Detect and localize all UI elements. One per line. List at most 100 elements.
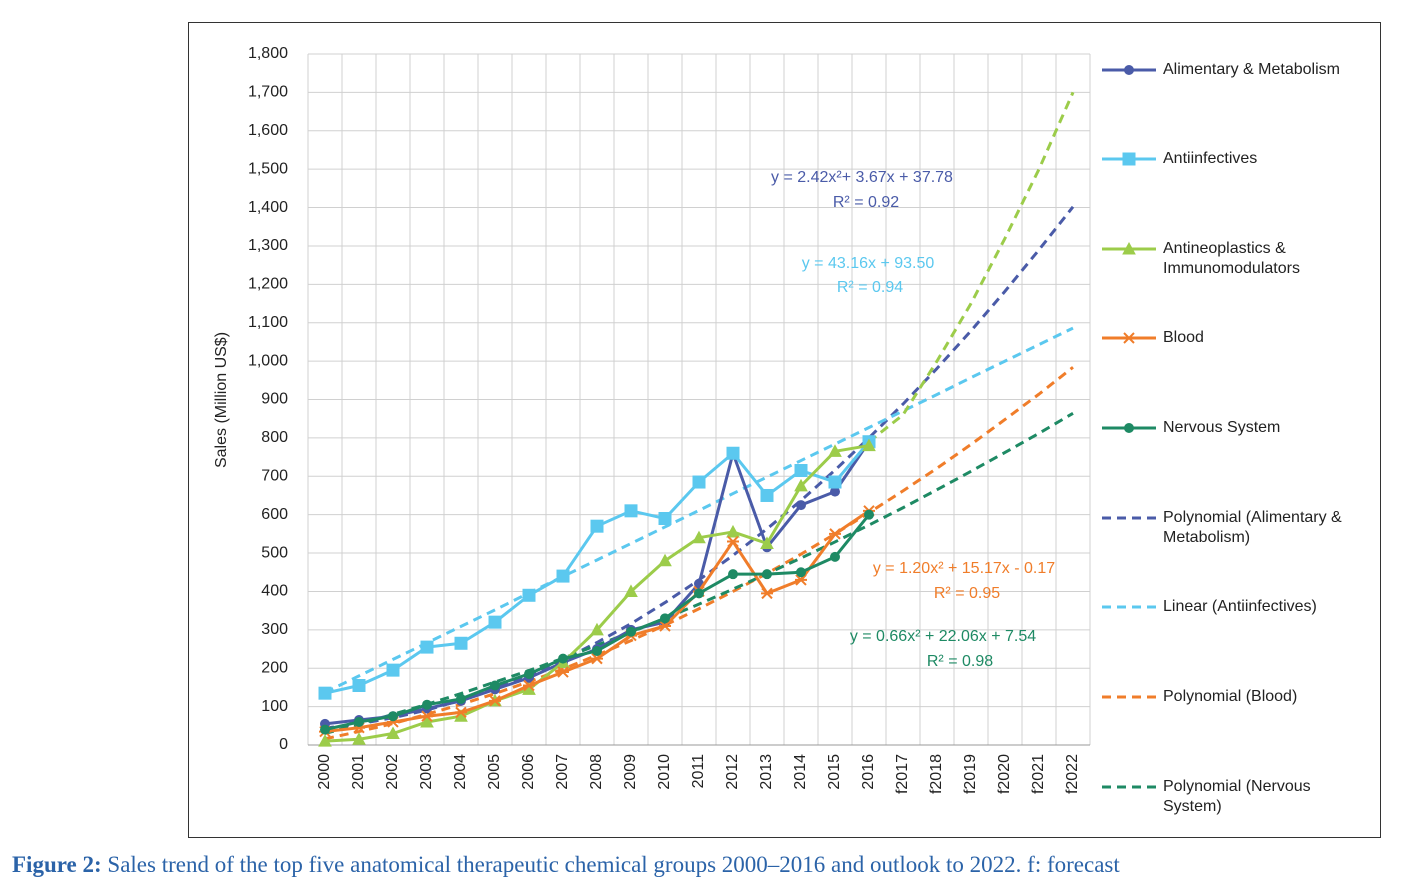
x-tick-label: 2009 [622, 754, 639, 790]
y-tick-label: 0 [279, 736, 288, 753]
y-tick-label: 1,500 [248, 160, 288, 177]
trend-line [324, 326, 1074, 694]
chart: Sales (Million US$) 0 100 200 300 400 500 600 7… [188, 22, 1381, 838]
marker [489, 695, 501, 707]
marker [386, 663, 400, 677]
legend-label: Alimentary & Metabolism [1163, 61, 1340, 78]
marker [726, 446, 740, 460]
trend-line [324, 366, 1074, 741]
x-tick-label: 2006 [520, 754, 537, 790]
legend-swatch [1102, 785, 1156, 789]
legend-marker [1122, 152, 1136, 166]
annotation: y = 1.20x² + 15.17x - 0.17 [873, 560, 1055, 577]
y-tick-label: 1,700 [248, 84, 288, 101]
series-line [324, 509, 870, 734]
legend-label: Antineoplastics & Immunomodulators [1163, 240, 1300, 277]
legend-swatch [1102, 423, 1156, 433]
legend-swatch [1102, 516, 1156, 520]
marker [828, 444, 842, 457]
marker [386, 726, 400, 739]
x-tick-label: f2021 [1030, 754, 1047, 794]
legend-item: Polynomial (Blood) [1100, 687, 1363, 707]
x-tick-label: f2020 [996, 754, 1013, 794]
marker [624, 504, 638, 518]
marker [557, 666, 569, 678]
y-tick-label: 900 [261, 391, 288, 408]
x-tick-label: 2016 [860, 754, 877, 790]
annotation: y = 43.16x + 93.50 [802, 255, 935, 272]
x-tick-label: 2012 [724, 754, 741, 790]
marker [590, 519, 604, 533]
chart-border [188, 22, 1381, 838]
x-tick-label: 2000 [316, 754, 333, 790]
annotation: y = 0.66x² + 22.06x + 7.54 [850, 628, 1036, 645]
marker [760, 536, 774, 549]
legend-label: Antiinfectives [1163, 150, 1258, 167]
marker [522, 588, 536, 602]
legend-swatch [1102, 65, 1156, 75]
marker [728, 569, 738, 580]
marker [352, 732, 366, 745]
legend-item: Polynomial (Alimentary & Metabolism) [1100, 508, 1363, 548]
marker [795, 574, 807, 586]
legend-label: Nervous System [1163, 419, 1281, 436]
marker [354, 716, 364, 727]
legend-swatch [1102, 332, 1156, 344]
marker [796, 567, 806, 578]
annotation: y = 2.42x²+ 3.67x + 37.78 [771, 169, 953, 186]
marker [590, 622, 604, 636]
marker [694, 588, 704, 599]
marker [388, 711, 398, 722]
x-tick-label: f2022 [1064, 754, 1081, 794]
y-axis-label: Sales (Million US$) [213, 332, 230, 468]
marker [692, 530, 706, 544]
marker [456, 693, 466, 704]
marker [421, 710, 433, 722]
legend-swatch [1102, 695, 1156, 699]
annotation: R² = 0.92 [833, 194, 899, 211]
marker [488, 615, 502, 629]
legend-label: Polynomial (Alimentary & Metabolism) [1163, 509, 1342, 546]
caption-label: Figure 2: [12, 852, 102, 877]
marker [420, 714, 434, 728]
legend-swatch [1102, 152, 1156, 166]
annotation: R² = 0.98 [927, 653, 993, 670]
y-tick-label: 1,000 [248, 352, 288, 369]
x-tick-label: 2010 [656, 754, 673, 790]
marker [524, 668, 534, 679]
legend-item: Nervous System [1100, 418, 1363, 438]
legend-item: Blood [1100, 328, 1363, 348]
y-tick-label: 800 [261, 429, 288, 446]
marker [828, 475, 842, 489]
legend-label: Polynomial (Nervous System) [1163, 778, 1311, 815]
marker [658, 553, 672, 567]
caption-text: Sales trend of the top five anatomical t… [107, 852, 1120, 877]
marker [658, 512, 672, 526]
marker [829, 528, 841, 540]
marker [794, 464, 808, 478]
annotation: R² = 0.95 [934, 585, 1000, 602]
legend-item: Antineoplastics & Immunomodulators [1100, 239, 1363, 279]
x-tick-label: f2018 [928, 754, 945, 794]
legend-marker [1123, 332, 1135, 344]
marker [796, 500, 806, 511]
y-tick-label: 300 [261, 621, 288, 638]
y-tick-label: 400 [261, 583, 288, 600]
legend-swatch [1102, 241, 1156, 255]
marker [420, 640, 434, 654]
y-tick-label: 600 [261, 506, 288, 523]
marker [591, 652, 603, 665]
x-tick-label: 2015 [826, 754, 843, 790]
y-tick-label: 100 [261, 698, 288, 715]
x-tick-label: 2001 [350, 754, 367, 790]
x-tick-label: 2008 [588, 754, 605, 790]
y-tick-label: 200 [261, 659, 288, 676]
marker [592, 645, 602, 656]
x-tick-label: 2002 [384, 754, 401, 790]
y-tick-label: 1,100 [248, 314, 288, 331]
legend-label: Polynomial (Blood) [1163, 688, 1298, 705]
marker [726, 524, 740, 538]
marker [352, 678, 366, 692]
y-tick-label: 500 [261, 544, 288, 561]
